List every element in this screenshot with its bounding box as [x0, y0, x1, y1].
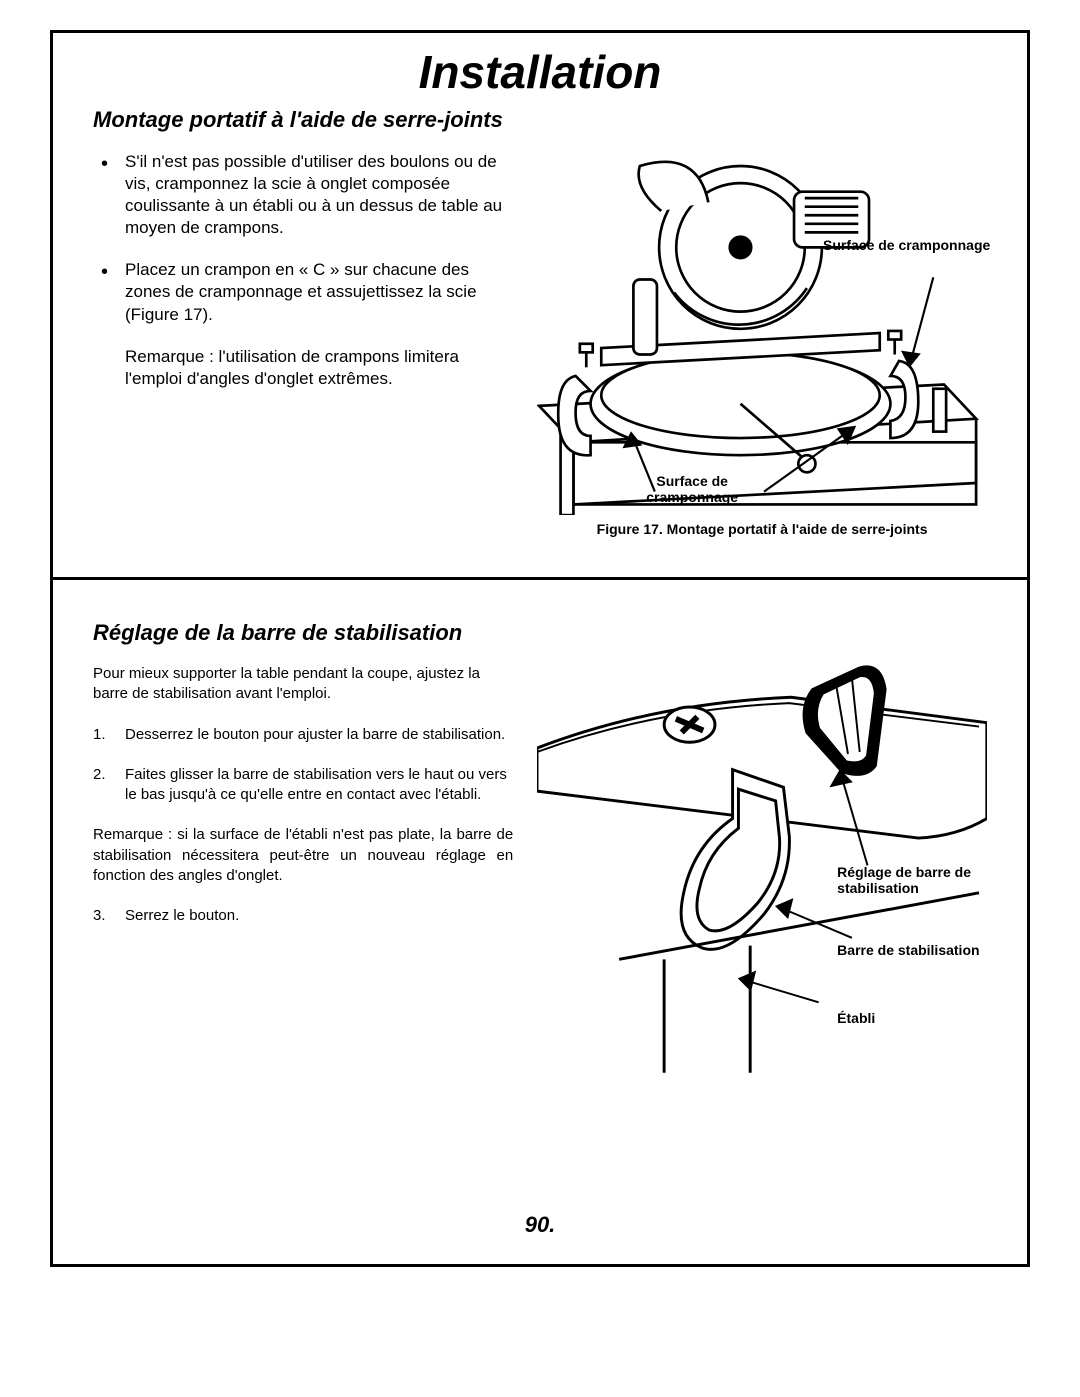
callout-bar: Barre de stabilisation — [837, 942, 1017, 958]
section2-steps-1: Desserrez le bouton pour ajuster la barr… — [93, 725, 513, 806]
section1-columns: S'il n'est pas possible d'utiliser des b… — [93, 151, 987, 537]
section1-heading: Montage portatif à l'aide de serre-joint… — [93, 107, 987, 133]
section2-text-col: Pour mieux supporter la table pendant la… — [93, 664, 513, 1104]
callout-bench: Établi — [837, 1010, 957, 1026]
page-frame: Installation Montage portatif à l'aide d… — [50, 30, 1030, 1267]
section-stabilizer-bar: Réglage de la barre de stabilisation Pou… — [53, 580, 1027, 1134]
figure-17: Surface de cramponnage Surface de crampo… — [537, 151, 987, 511]
section1-note: Remarque : l'utilisation de crampons lim… — [93, 346, 513, 390]
callout-adjust: Réglage de barre de stabilisation — [837, 864, 997, 896]
section2-intro: Pour mieux supporter la table pendant la… — [93, 664, 513, 705]
page-number: 90. — [53, 1212, 1027, 1238]
section2-columns: Pour mieux supporter la table pendant la… — [93, 664, 987, 1104]
figure-stabilizer: Réglage de barre de stabilisation Barre … — [537, 664, 987, 1104]
step-item: Serrez le bouton. — [93, 906, 513, 926]
callout-clamp-surface-top: Surface de cramponnage — [823, 237, 993, 253]
section1-text-col: S'il n'est pas possible d'utiliser des b… — [93, 151, 513, 537]
section2-figure-col: Réglage de barre de stabilisation Barre … — [537, 664, 987, 1104]
callout-clamp-surface-bottom: Surface de cramponnage — [627, 473, 757, 505]
section-portable-mount: Montage portatif à l'aide de serre-joint… — [53, 107, 1027, 577]
section2-note: Remarque : si la surface de l'établi n'e… — [93, 825, 513, 886]
section1-bullets: S'il n'est pas possible d'utiliser des b… — [93, 151, 513, 326]
section2-heading: Réglage de la barre de stabilisation — [93, 620, 987, 646]
step-item: Desserrez le bouton pour ajuster la barr… — [93, 725, 513, 745]
miter-saw-illustration — [537, 151, 987, 515]
bullet-item: S'il n'est pas possible d'utiliser des b… — [93, 151, 513, 239]
bullet-item: Placez un crampon en « C » sur chacune d… — [93, 259, 513, 325]
page-title: Installation — [53, 33, 1027, 107]
figure-17-caption: Figure 17. Montage portatif à l'aide de … — [537, 521, 987, 537]
step-item: Faites glisser la barre de stabilisation… — [93, 765, 513, 806]
section2-steps-2: Serrez le bouton. — [93, 906, 513, 926]
section1-figure-col: Surface de cramponnage Surface de crampo… — [537, 151, 987, 537]
